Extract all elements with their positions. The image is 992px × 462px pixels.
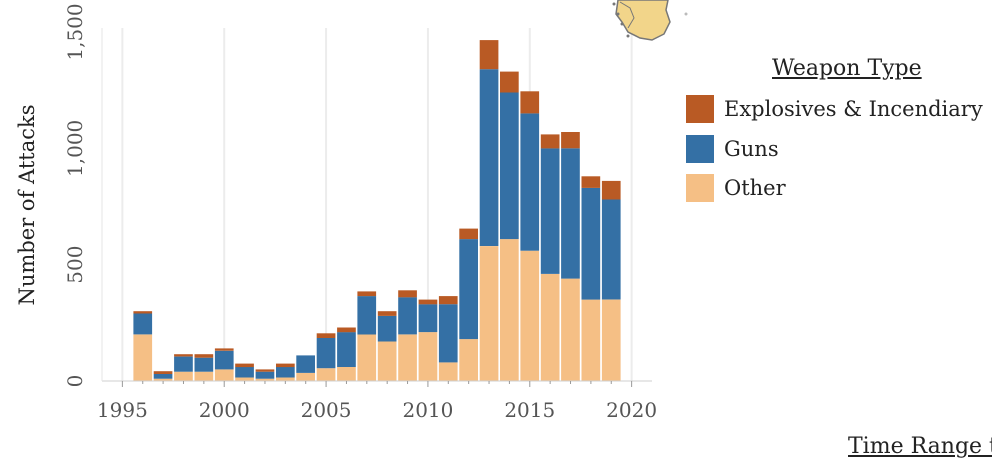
bar-2013-other[interactable]: [479, 246, 499, 381]
y-tick-label-0: 0: [63, 375, 87, 388]
bars-layer: [133, 40, 621, 382]
bar-2017-other[interactable]: [561, 278, 580, 381]
bar-2003-explosives-incendiary[interactable]: [276, 363, 295, 368]
x-tick-label-2000: 2000: [199, 398, 250, 422]
bar-2018-explosives-incendiary[interactable]: [581, 176, 601, 188]
x-tick-label-2015: 2015: [504, 398, 555, 422]
bar-1996-guns[interactable]: [133, 313, 153, 335]
bar-2009-other[interactable]: [398, 334, 417, 382]
bar-2011-other[interactable]: [438, 362, 458, 381]
bar-2013-guns[interactable]: [479, 69, 499, 246]
bar-2006-guns[interactable]: [337, 332, 356, 367]
y-tick-layer: 0 500 1,000 1,500: [63, 3, 87, 387]
bar-2008-other[interactable]: [377, 341, 397, 381]
axis-layer: [101, 28, 652, 382]
bar-2015-other[interactable]: [520, 250, 540, 381]
bar-2001-other[interactable]: [235, 377, 254, 382]
bar-2002-other[interactable]: [255, 378, 275, 381]
x-tick-label-1995: 1995: [97, 398, 148, 422]
y-axis-title: Number of Attacks: [15, 105, 39, 306]
bar-2006-other[interactable]: [337, 367, 356, 381]
bar-2009-explosives-incendiary[interactable]: [398, 290, 417, 298]
bar-1997-guns[interactable]: [153, 374, 173, 379]
legend-item-explosives[interactable]: Explosives & Incendiary: [686, 94, 983, 124]
bar-2017-guns[interactable]: [561, 148, 580, 279]
bar-1998-explosives-incendiary[interactable]: [174, 354, 193, 357]
y-tick-label-500: 500: [63, 246, 87, 284]
bar-2019-explosives-incendiary[interactable]: [601, 180, 621, 200]
bar-2015-guns[interactable]: [520, 113, 540, 251]
time-range-link[interactable]: Time Range to: [848, 434, 992, 459]
legend-label-guns: Guns: [724, 137, 779, 161]
legend-swatch-other: [686, 174, 714, 202]
bar-2017-explosives-incendiary[interactable]: [561, 132, 580, 149]
bar-2000-other[interactable]: [214, 369, 234, 381]
x-tick-label-2005: 2005: [301, 398, 352, 422]
bar-2010-other[interactable]: [418, 332, 438, 381]
bar-2011-explosives-incendiary[interactable]: [438, 296, 458, 305]
bar-1999-guns[interactable]: [194, 357, 214, 372]
bar-2005-guns[interactable]: [316, 338, 336, 369]
y-tick-label-1000: 1,000: [63, 120, 87, 177]
bar-2012-guns[interactable]: [459, 239, 478, 340]
bar-1996-other[interactable]: [133, 334, 153, 382]
bar-1997-explosives-incendiary[interactable]: [153, 371, 173, 374]
legend-swatch-explosives: [686, 95, 714, 123]
bar-1999-explosives-incendiary[interactable]: [194, 354, 214, 358]
bar-2003-guns[interactable]: [276, 367, 295, 378]
bar-1996-explosives-incendiary[interactable]: [133, 311, 153, 314]
bar-2004-other[interactable]: [296, 372, 315, 381]
x-tick-layer: 1995 2000 2005 2010 2015 2020: [97, 381, 657, 422]
bar-2016-explosives-incendiary[interactable]: [540, 134, 560, 149]
bar-2014-explosives-incendiary[interactable]: [500, 71, 519, 93]
bar-2007-guns[interactable]: [357, 296, 377, 335]
legend-item-other[interactable]: Other: [686, 173, 786, 203]
bar-2000-guns[interactable]: [214, 350, 234, 370]
bar-2010-guns[interactable]: [418, 304, 438, 333]
bar-2009-guns[interactable]: [398, 297, 417, 335]
bar-2010-explosives-incendiary[interactable]: [418, 299, 438, 305]
bar-2014-guns[interactable]: [500, 92, 519, 240]
bar-2011-guns[interactable]: [438, 304, 458, 363]
bar-2012-other[interactable]: [459, 339, 478, 381]
bar-2005-other[interactable]: [316, 368, 336, 381]
bar-2014-other[interactable]: [500, 239, 519, 381]
legend-label-explosives: Explosives & Incendiary: [724, 97, 983, 121]
bar-2013-explosives-incendiary[interactable]: [479, 40, 499, 70]
bar-2019-guns[interactable]: [601, 199, 621, 300]
bar-2008-explosives-incendiary[interactable]: [377, 311, 397, 316]
legend-label-other: Other: [724, 176, 786, 200]
bar-1999-other[interactable]: [194, 371, 214, 381]
bar-2002-guns[interactable]: [255, 371, 275, 379]
bar-2001-guns[interactable]: [235, 367, 254, 378]
bar-2019-other[interactable]: [601, 299, 621, 381]
bar-2003-other[interactable]: [276, 377, 295, 382]
bar-2016-guns[interactable]: [540, 148, 560, 274]
legend-item-guns[interactable]: Guns: [686, 134, 779, 164]
map-fragment-icon: [612, 0, 688, 41]
bar-2012-explosives-incendiary[interactable]: [459, 228, 478, 240]
y-tick-label-1500: 1,500: [63, 3, 87, 60]
bar-1998-guns[interactable]: [174, 356, 193, 372]
x-tick-label-2020: 2020: [606, 398, 657, 422]
bar-2004-guns[interactable]: [296, 355, 315, 373]
bar-1997-other[interactable]: [153, 378, 173, 381]
bar-2018-guns[interactable]: [581, 187, 601, 300]
bar-2015-explosives-incendiary[interactable]: [520, 91, 540, 114]
bar-2007-explosives-incendiary[interactable]: [357, 291, 377, 297]
bar-2001-explosives-incendiary[interactable]: [235, 363, 254, 368]
bar-2018-other[interactable]: [581, 299, 601, 381]
legend-swatch-guns: [686, 135, 714, 163]
x-tick-label-2010: 2010: [402, 398, 453, 422]
bar-2000-explosives-incendiary[interactable]: [214, 348, 234, 351]
bar-1998-other[interactable]: [174, 371, 193, 381]
bar-2006-explosives-incendiary[interactable]: [337, 327, 356, 333]
legend-title: Weapon Type: [772, 56, 922, 81]
bar-2002-explosives-incendiary[interactable]: [255, 369, 275, 372]
bar-2008-guns[interactable]: [377, 315, 397, 342]
bar-2005-explosives-incendiary[interactable]: [316, 333, 336, 338]
bar-2016-other[interactable]: [540, 274, 560, 381]
bar-2007-other[interactable]: [357, 334, 377, 382]
